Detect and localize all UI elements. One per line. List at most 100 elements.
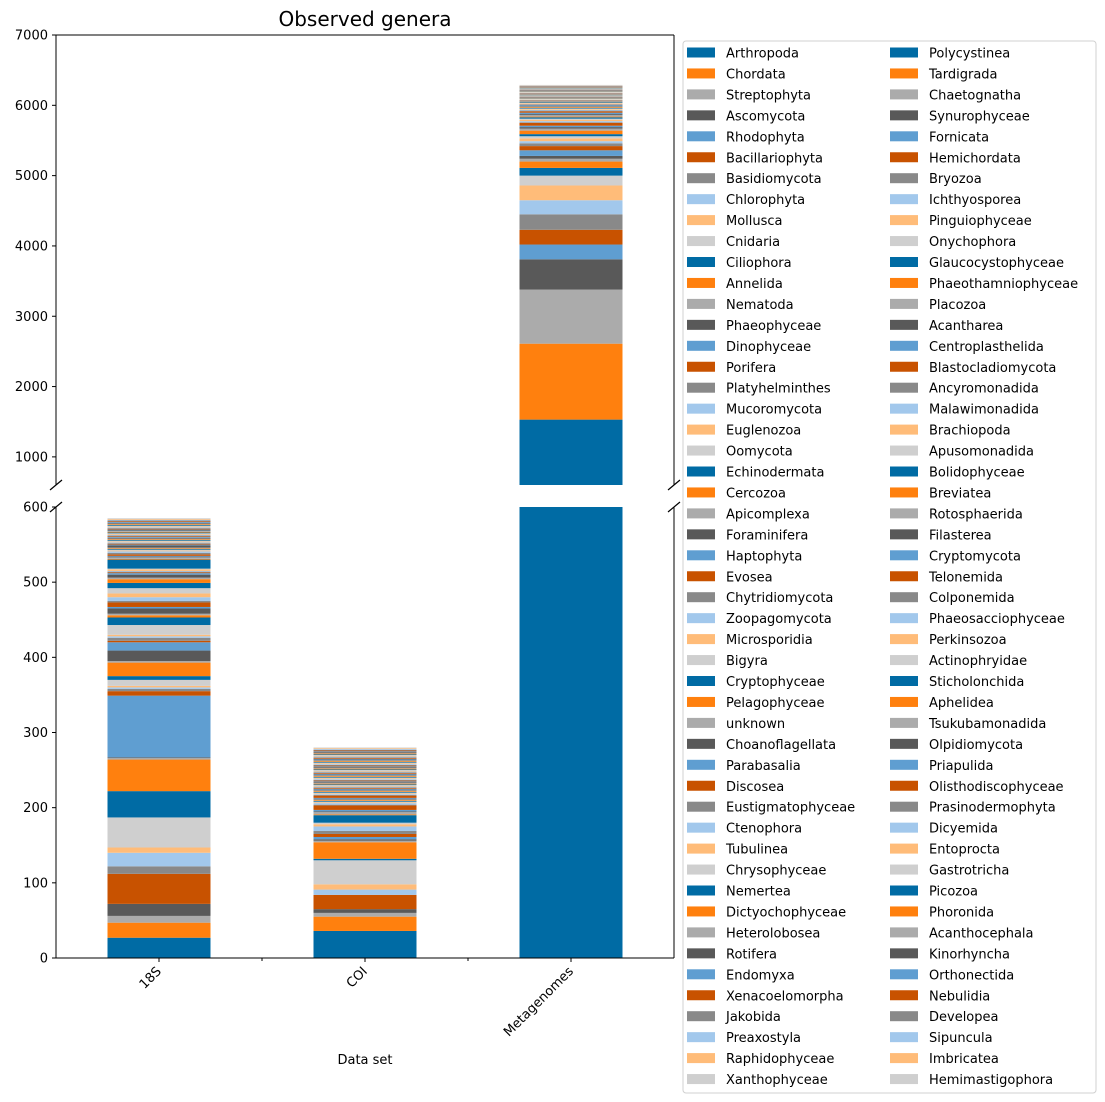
bar-segment-zoopagomycota-metagenomes-upper bbox=[519, 121, 623, 123]
bar-segment-kinorhyncha-coi bbox=[313, 752, 417, 753]
legend-label-oomycota: Oomycota bbox=[726, 445, 793, 460]
bar-segment-zoopagomycota-coi bbox=[313, 803, 417, 805]
bar-segment-porifera-18s bbox=[107, 691, 211, 696]
legend-label-rotifera: Rotifera bbox=[726, 947, 777, 962]
bar-segment-pelagophyceae-metagenomes-upper bbox=[519, 116, 623, 118]
bar-segment-dinophyceae-18s bbox=[107, 695, 211, 758]
legend-label-porifera: Porifera bbox=[726, 361, 776, 376]
bar-segment-filasterea-18s bbox=[107, 537, 211, 539]
bar-segment-streptophyta-metagenomes-upper bbox=[519, 289, 623, 344]
bar-segment-microsporidia-metagenomes-upper bbox=[519, 119, 623, 122]
bar-segment-chaetognatha-coi bbox=[313, 782, 417, 784]
legend-label-malawimonadida: Malawimonadida bbox=[929, 403, 1039, 418]
legend-label-eustigmatophyceae: Eustigmatophyceae bbox=[726, 801, 855, 816]
bar-segment-cryptomycota-coi bbox=[313, 766, 417, 768]
legend-swatch-arthropoda bbox=[687, 47, 715, 58]
bar-segment-raphidophyceae-metagenomes-upper bbox=[519, 103, 623, 104]
bar-segment-raphidophyceae-18s bbox=[107, 569, 211, 571]
bar-segment-porifera-coi bbox=[313, 833, 417, 837]
legend-label-developea: Developea bbox=[929, 1010, 998, 1025]
bar-segment-unknown-metagenomes-upper bbox=[519, 115, 623, 117]
bar-segment-olisthodiscophyceae-coi bbox=[313, 758, 417, 759]
legend-label-cnidaria: Cnidaria bbox=[726, 235, 780, 250]
bar-segment-synurophyceae-18s bbox=[107, 556, 211, 558]
bar-segment-tsukubamonadida-18s bbox=[107, 531, 211, 532]
bar-segment-hemichordata-18s bbox=[107, 554, 211, 556]
upper-axes-panel bbox=[519, 84, 623, 485]
bar-segment-ichthyosporea-coi bbox=[313, 779, 417, 780]
legend-label-haptophyta: Haptophyta bbox=[726, 549, 802, 564]
bar-segment-chlorophyta-metagenomes-upper bbox=[519, 200, 623, 215]
legend-swatch-chordata bbox=[687, 68, 715, 79]
legend-label-olpidiomycota: Olpidiomycota bbox=[929, 738, 1023, 753]
legend-label-kinorhyncha: Kinorhyncha bbox=[929, 947, 1010, 962]
bar-segment-brachiopoda-coi bbox=[313, 770, 417, 772]
bar-segment-bigyra-coi bbox=[313, 801, 417, 803]
legend-label-evosea: Evosea bbox=[726, 570, 773, 585]
bar-segment-malawimonadida-coi bbox=[313, 771, 417, 773]
bar-segment-annelida-18s bbox=[107, 759, 211, 792]
legend-swatch-dinophyceae bbox=[687, 340, 715, 351]
legend-label-streptophyta: Streptophyta bbox=[726, 88, 811, 103]
bar-segment-sipuncula-coi bbox=[313, 749, 417, 750]
legend-label-preaxostyla: Preaxostyla bbox=[726, 1031, 801, 1046]
legend-swatch-preaxostyla bbox=[687, 1032, 715, 1043]
bar-segment-perkinsozoa-coi bbox=[313, 763, 417, 765]
bar-segment-euglenozoa-18s bbox=[107, 685, 211, 688]
legend-label-fornicata: Fornicata bbox=[929, 130, 989, 145]
bar-segment-polycystinea-coi bbox=[313, 784, 417, 786]
legend-frame bbox=[682, 40, 1097, 1094]
bar-segment-fornicata-18s bbox=[107, 555, 211, 557]
x-tick-label-coi: COI bbox=[344, 964, 371, 991]
bar-segment-rhodophyta-metagenomes-upper bbox=[519, 244, 623, 260]
legend-label-microsporidia: Microsporidia bbox=[726, 633, 813, 648]
legend-label-tsukubamonadida: Tsukubamonadida bbox=[928, 717, 1046, 732]
legend-label-gastrotricha: Gastrotricha bbox=[929, 864, 1009, 879]
legend-swatch-tsukubamonadida bbox=[890, 717, 918, 728]
legend-label-placozoa: Placozoa bbox=[929, 298, 986, 313]
bar-segment-cnidaria-metagenomes-upper bbox=[519, 175, 623, 186]
legend-label-cercozoa: Cercozoa bbox=[726, 486, 786, 501]
legend-swatch-euglenozoa bbox=[687, 424, 715, 435]
legend-label-sipuncula: Sipuncula bbox=[929, 1031, 993, 1046]
legend-label-nebulidia: Nebulidia bbox=[929, 989, 990, 1004]
bar-segment-ancyromonadida-coi bbox=[313, 772, 417, 774]
legend-swatch-haptophyta bbox=[687, 550, 715, 561]
chart-title: Observed genera bbox=[278, 7, 451, 31]
bar-segment-arthropoda-18s bbox=[107, 937, 211, 958]
legend-swatch-hemimastigophora bbox=[890, 1074, 918, 1085]
bar-segment-echinodermata-metagenomes-upper bbox=[519, 134, 623, 137]
bar-segment-ancyromonadida-18s bbox=[107, 543, 211, 544]
bar-segment-imbricatea-18s bbox=[107, 519, 211, 520]
legend-swatch-entoprocta bbox=[890, 843, 918, 854]
bar-segment-basidiomycota-metagenomes-upper bbox=[519, 214, 623, 230]
legend-label-actinophryidae: Actinophryidae bbox=[929, 654, 1027, 669]
bar-segment-chrysophyceae-coi bbox=[313, 792, 417, 794]
bar-segment-xenacoelomorpha-18s bbox=[107, 572, 211, 574]
legend-label-hemichordata: Hemichordata bbox=[929, 151, 1021, 166]
legend-swatch-apicomplexa bbox=[687, 508, 715, 519]
legend-swatch-telonemida bbox=[890, 571, 918, 582]
bar-segment-nemertea-18s bbox=[107, 582, 211, 589]
bar-segment-platyhelminthes-18s bbox=[107, 688, 211, 692]
bar-segment-raphidophyceae-coi bbox=[313, 785, 417, 787]
bar-segment-ichthyosporea-18s bbox=[107, 551, 211, 553]
legend-swatch-nematoda bbox=[687, 298, 715, 309]
bar-segment-apusomonadida-coi bbox=[313, 770, 417, 771]
bar-segment-arthropoda-metagenomes-upper bbox=[519, 419, 623, 485]
legend-swatch-cercozoa bbox=[687, 487, 715, 498]
y-tick-label: 400 bbox=[23, 651, 48, 666]
bar-segment-nematoda-metagenomes-upper bbox=[519, 158, 623, 162]
bar-segment-annelida-coi bbox=[313, 842, 417, 859]
legend-swatch-eustigmatophyceae bbox=[687, 801, 715, 812]
legend-label-zoopagomycota: Zoopagomycota bbox=[726, 612, 832, 627]
bar-segment-platyhelminthes-metagenomes-upper bbox=[519, 143, 623, 147]
legend-swatch-rotifera bbox=[687, 948, 715, 959]
legend-swatch-tardigrada bbox=[890, 68, 918, 79]
bar-segment-haptophyta-metagenomes-upper bbox=[519, 125, 623, 128]
legend-label-phoronida: Phoronida bbox=[929, 905, 994, 920]
legend-label-acantharea: Acantharea bbox=[929, 319, 1003, 334]
legend-label-pelagophyceae: Pelagophyceae bbox=[726, 696, 824, 711]
legend-swatch-rotosphaerida bbox=[890, 508, 918, 519]
legend-label-phaeosacciophyceae: Phaeosacciophyceae bbox=[929, 612, 1065, 627]
